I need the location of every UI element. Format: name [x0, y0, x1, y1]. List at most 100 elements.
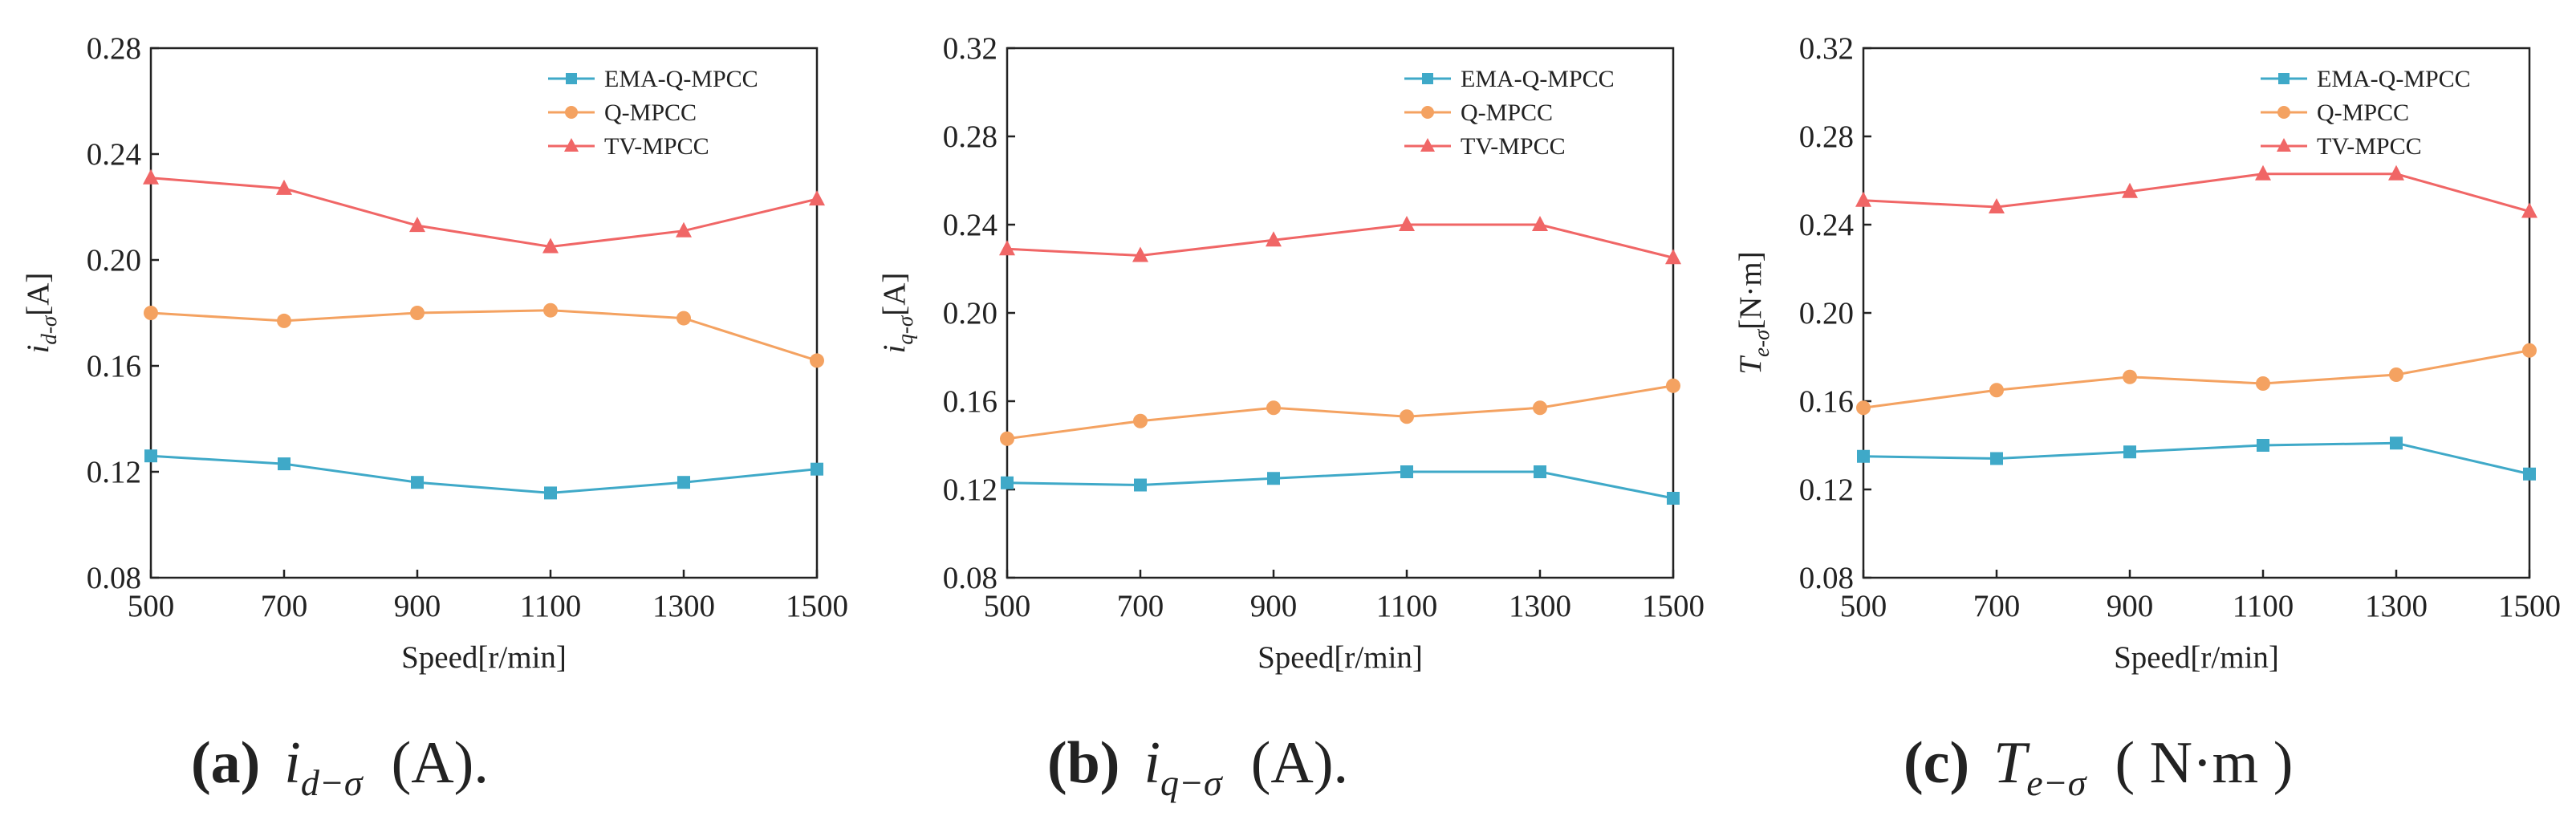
plot-frame — [149, 47, 819, 579]
legend-marker — [566, 73, 577, 84]
data-point — [1000, 431, 1014, 446]
data-point — [1133, 413, 1148, 428]
data-point — [1132, 246, 1148, 262]
x-tick-label: 700 — [1973, 589, 2021, 623]
y-tick-label: 0.12 — [87, 455, 141, 489]
x-tick-label: 1300 — [1509, 589, 1571, 623]
y-tick-label: 0.24 — [1799, 208, 1854, 242]
data-point — [2523, 467, 2536, 481]
legend-label: EMA-Q-MPCC — [604, 66, 758, 92]
x-tick-label: 1500 — [786, 589, 848, 623]
series-q — [1856, 343, 2537, 416]
data-point — [999, 240, 1015, 256]
y-tick-label: 0.16 — [1799, 384, 1854, 419]
data-point — [276, 179, 292, 195]
x-tick-label: 1100 — [520, 589, 582, 623]
y-tick-label: 0.28 — [1799, 120, 1854, 154]
data-point — [1666, 378, 1680, 393]
x-tick-label: 500 — [984, 589, 1031, 623]
series-q — [144, 302, 824, 368]
legend-label: Q-MPCC — [1461, 99, 1553, 126]
legend-marker — [1420, 138, 1435, 152]
legend: EMA-Q-MPCC Q-MPCC TV-MPCC — [1404, 66, 1615, 160]
data-point — [677, 311, 691, 326]
data-point — [144, 306, 158, 320]
series-q — [1000, 378, 1680, 446]
series-line — [1863, 441, 2530, 476]
data-point — [2257, 439, 2269, 452]
chart-panel-3: 0.08 0.12 0.16 0.20 0.24 0.28 0.32 500 700 900 110… — [1733, 31, 2561, 803]
y-tick-label: 0.08 — [1799, 561, 1854, 595]
y-tick-label: 0.32 — [943, 31, 997, 66]
data-point — [2256, 376, 2270, 391]
panel-caption: (b) iq−σ (A). — [1047, 730, 1348, 803]
y-tick-label: 0.32 — [1799, 31, 1854, 66]
data-point — [1665, 249, 1681, 265]
legend-label: Q-MPCC — [604, 99, 697, 126]
x-tick-label: 1500 — [1642, 589, 1704, 623]
y-tick-label: 0.20 — [1799, 296, 1854, 331]
legend-label: Q-MPCC — [2317, 99, 2409, 126]
y-tick-label: 0.24 — [87, 137, 141, 172]
data-point — [1400, 465, 1413, 478]
x-axis-label: Speed[r/min] — [1258, 640, 1423, 675]
data-point — [811, 462, 823, 476]
series-line — [1006, 223, 1674, 259]
data-point — [1989, 198, 2005, 213]
data-point — [1989, 383, 2004, 398]
legend: EMA-Q-MPCC Q-MPCC TV-MPCC — [2261, 66, 2471, 160]
series-ema — [1001, 465, 1680, 505]
series-line — [1006, 470, 1674, 500]
x-tick-label: 1300 — [652, 589, 715, 623]
x-axis-label: Speed[r/min] — [401, 640, 567, 675]
data-point — [810, 353, 824, 368]
legend-marker — [2277, 106, 2290, 119]
legend-marker — [2277, 138, 2291, 152]
data-point — [1855, 191, 1871, 207]
y-tick-label: 0.16 — [87, 349, 141, 384]
y-axis-label: iq-σ[A] — [877, 273, 917, 354]
data-point — [2255, 164, 2271, 181]
series-line — [1863, 349, 2530, 409]
panel-caption: (c) Te−σ( N·m ) — [1904, 730, 2293, 803]
x-tick-label: 900 — [2107, 589, 2154, 623]
series-tv — [143, 168, 825, 254]
y-axis-label: Te-σ[N·m] — [1733, 251, 1774, 374]
data-point — [1001, 476, 1014, 489]
data-point — [1990, 452, 2003, 465]
data-point — [278, 457, 291, 471]
data-point — [1267, 472, 1280, 485]
data-point — [2522, 343, 2537, 358]
x-tick-label: 1500 — [2498, 589, 2561, 623]
data-point — [143, 168, 159, 185]
y-tick-label: 0.28 — [87, 31, 141, 66]
x-tick-label: 1300 — [2365, 589, 2428, 623]
x-tick-label: 700 — [1117, 589, 1164, 623]
data-point — [1266, 400, 1281, 416]
data-point — [1856, 400, 1871, 416]
data-point — [1400, 409, 1414, 424]
series-line — [150, 454, 818, 494]
y-tick-label: 0.28 — [943, 120, 997, 154]
data-point — [1857, 449, 1870, 463]
chart-panel-2: 0.08 0.12 0.16 0.20 0.24 0.28 0.32 500 700 900 110… — [877, 31, 1704, 803]
x-tick-label: 700 — [261, 589, 308, 623]
legend-marker — [1422, 73, 1433, 84]
data-point — [409, 217, 425, 233]
data-point — [277, 313, 291, 328]
data-point — [1399, 216, 1415, 231]
y-axis-label: id-σ[A] — [21, 273, 61, 354]
plot-frame — [1006, 47, 1675, 579]
series-line — [1006, 384, 1674, 440]
data-point — [2388, 164, 2404, 181]
x-axis-label: Speed[r/min] — [2114, 640, 2279, 675]
series-tv — [999, 216, 1681, 265]
legend-marker — [564, 138, 579, 152]
data-point — [2123, 369, 2137, 384]
legend-label: EMA-Q-MPCC — [1461, 66, 1615, 92]
y-tick-label: 0.16 — [943, 384, 997, 419]
data-point — [676, 221, 692, 237]
x-tick-label: 1100 — [1376, 589, 1438, 623]
y-tick-label: 0.08 — [943, 561, 997, 595]
